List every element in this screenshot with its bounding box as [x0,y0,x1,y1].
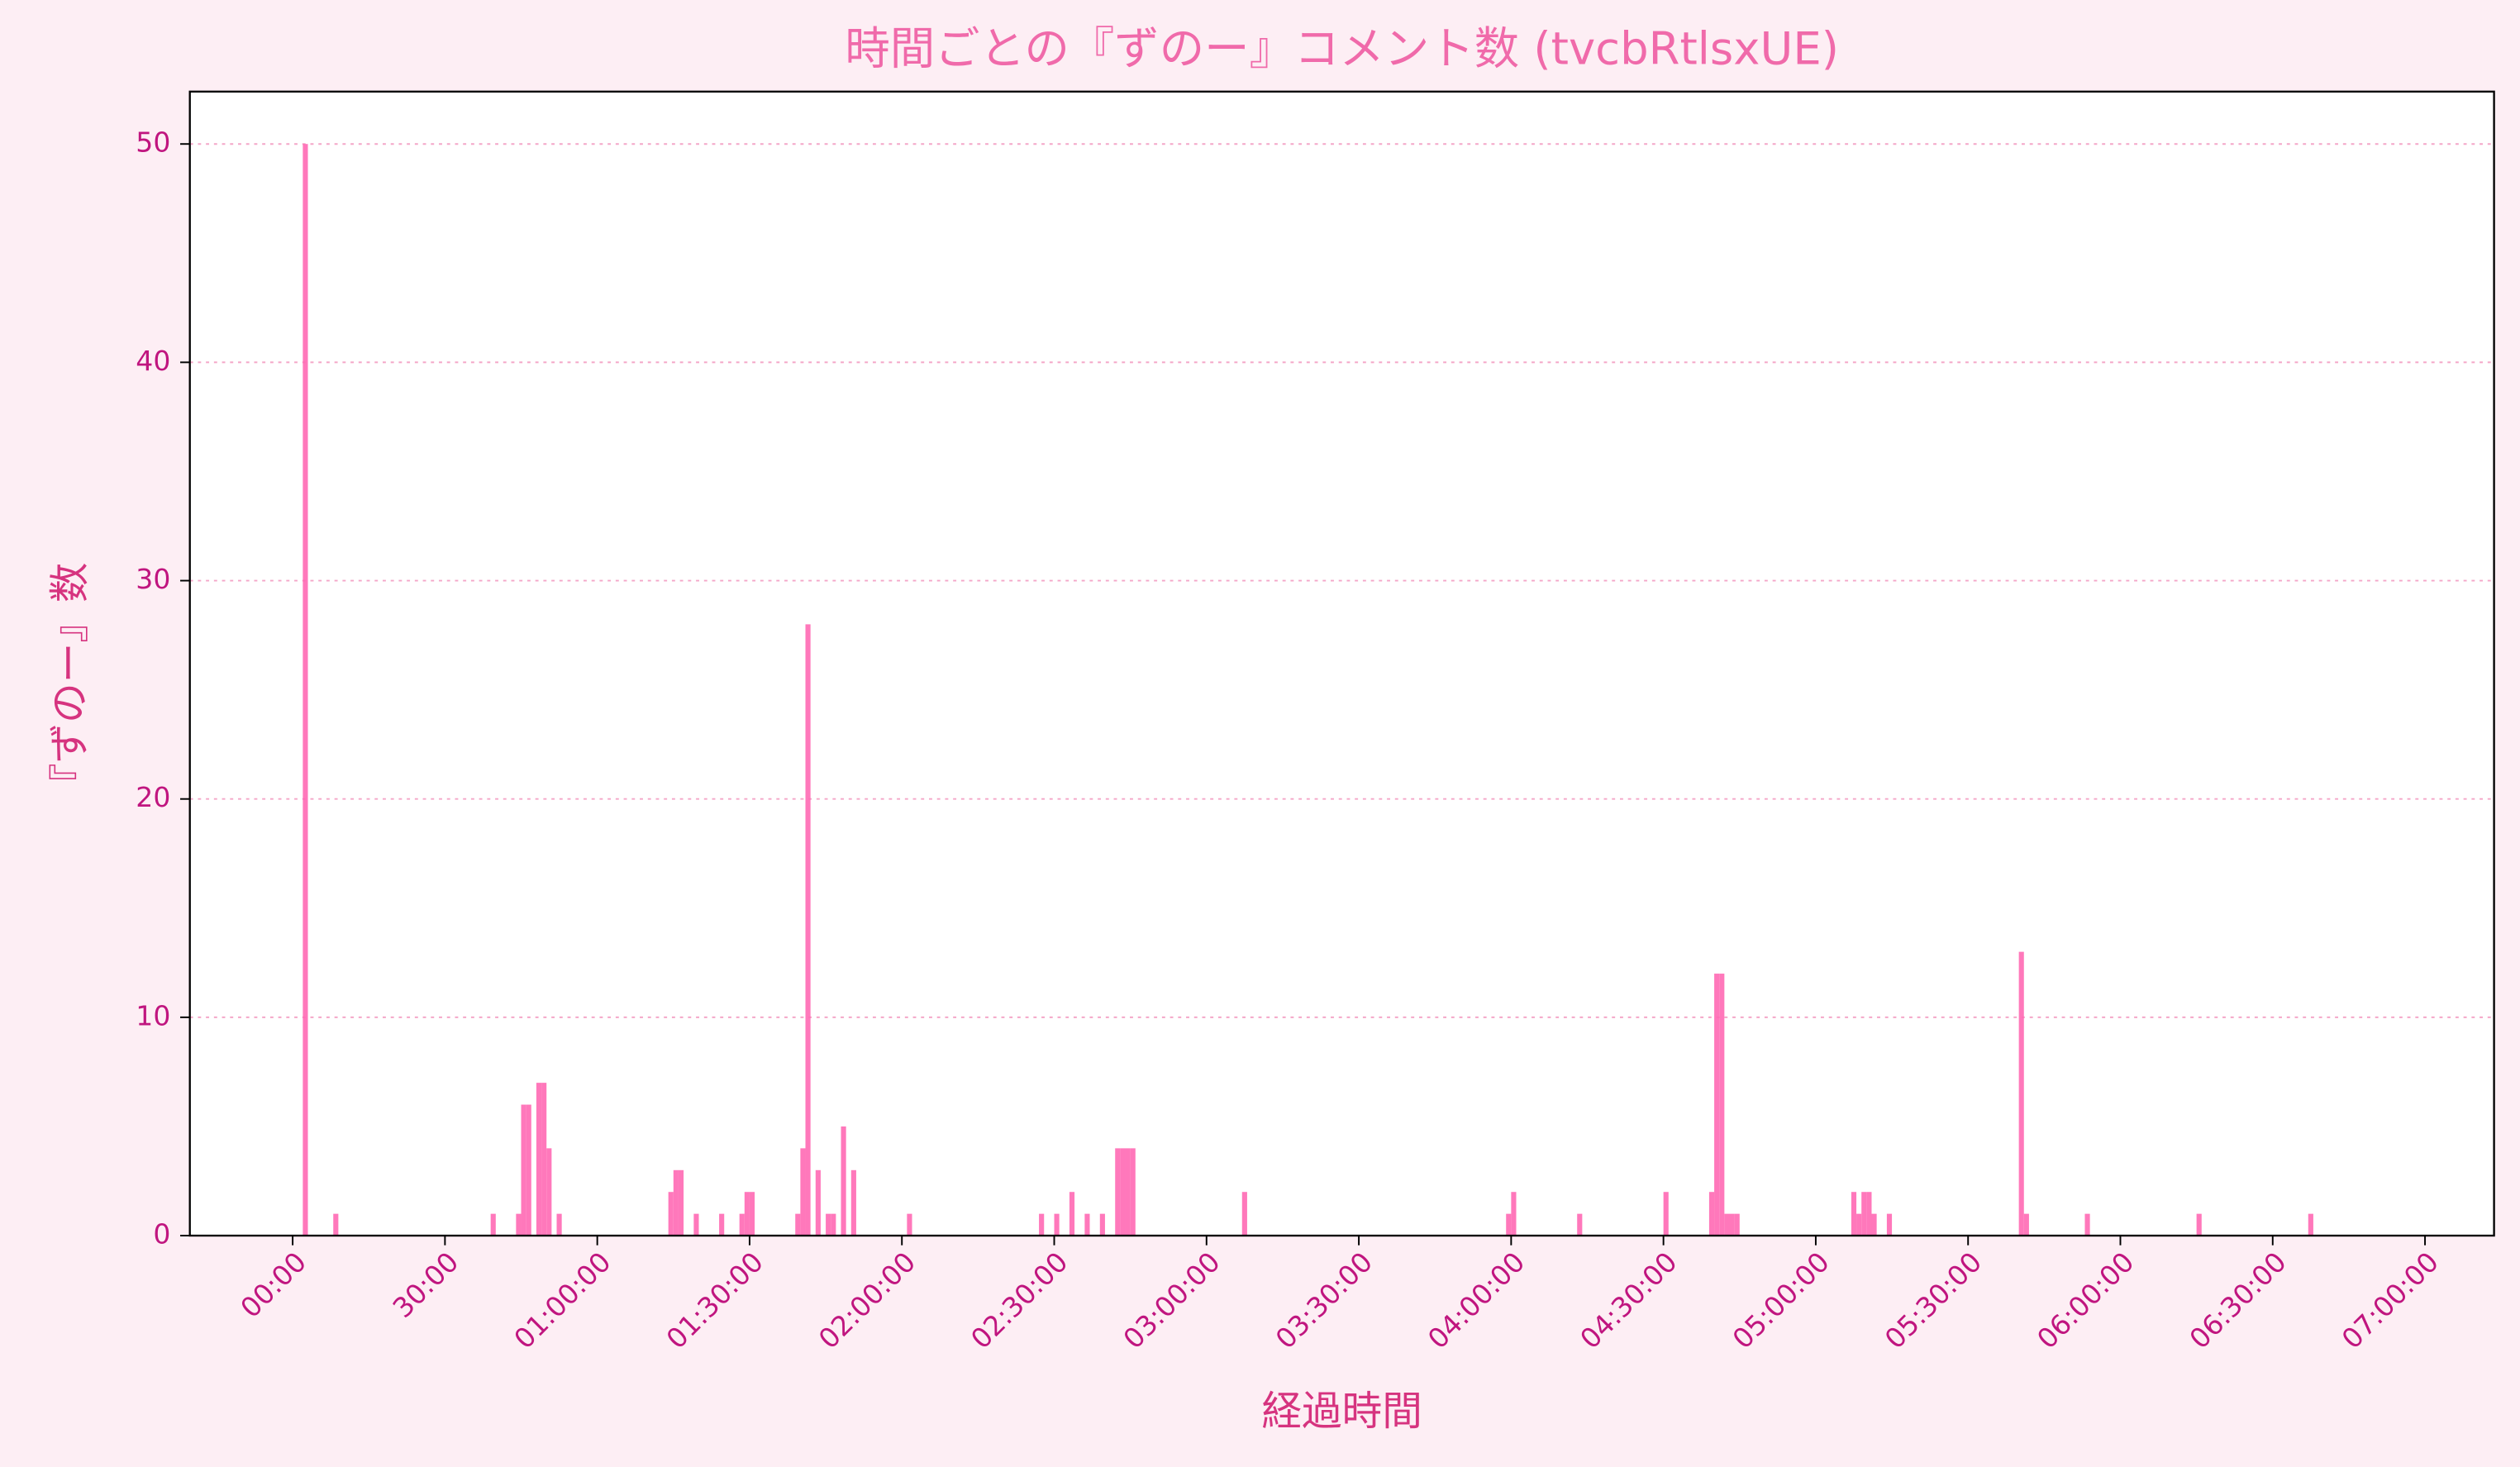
x-tick-label: 06:00:00 [2031,1246,2141,1355]
bar [1861,1192,1867,1236]
bar [815,1169,821,1236]
bar [1577,1213,1583,1236]
y-tick-label: 30 [136,563,170,595]
bar [1039,1213,1045,1236]
x-tick-label: 30:00 [386,1246,464,1324]
bar [1714,974,1720,1236]
bar [1708,1192,1715,1236]
bar [1856,1213,1862,1236]
x-tick-label: 00:00 [234,1246,312,1324]
bars [302,144,2313,1236]
y-tick-label: 0 [153,1218,170,1250]
bar [546,1148,552,1236]
bar [1511,1192,1517,1236]
bar [673,1169,679,1236]
x-tick-label: 04:30:00 [1574,1246,1684,1355]
x-axis-label: 経過時間 [1261,1388,1422,1435]
bar [1125,1148,1131,1236]
bar [526,1104,531,1236]
x-tick-label: 01:30:00 [660,1246,769,1355]
bar [739,1213,745,1236]
bar [1241,1192,1247,1236]
y-axis-label: 『ずのー』数 [47,562,93,803]
bar [800,1148,806,1236]
x-tick-label: 06:30:00 [2183,1246,2293,1355]
bar [678,1169,684,1236]
bar [1724,1213,1730,1236]
chart-title: 時間ごとの『ずのー』コメント数 (tvcbRtlsxUE) [845,21,1839,74]
bar [541,1083,547,1236]
y-tick-label: 20 [136,781,170,813]
bar [744,1192,750,1236]
bar [1130,1148,1136,1236]
x-tick-label: 02:30:00 [965,1246,1074,1355]
bar [668,1192,674,1236]
bar [831,1213,836,1236]
bar [805,624,811,1236]
bar [536,1083,542,1236]
bar [1663,1192,1669,1236]
bar [1506,1213,1512,1236]
bar [2308,1213,2313,1236]
x-tick-label: 07:00:00 [2336,1246,2446,1355]
bar [1054,1213,1060,1236]
bar [1069,1192,1075,1236]
bar [1734,1213,1740,1236]
bar [2023,1213,2029,1236]
bar [1886,1213,1893,1236]
bar [795,1213,801,1236]
x-tick-label: 05:30:00 [1879,1246,1989,1355]
bar [1084,1213,1090,1236]
y-tick-label: 10 [136,999,170,1031]
bar [1099,1213,1105,1236]
bar [521,1104,526,1236]
bar [1871,1213,1877,1236]
plot-frame [188,90,2495,1237]
x-tick-label: 03:00:00 [1117,1246,1227,1355]
bar [1719,974,1725,1236]
bar [1115,1148,1121,1236]
x-tick-label: 04:00:00 [1422,1246,1532,1355]
bar [1729,1213,1735,1236]
bar [850,1169,856,1236]
bar [749,1192,755,1236]
y-tick-label: 40 [136,345,170,377]
bar [2084,1213,2090,1236]
y-tick-label: 50 [136,126,170,159]
bar [302,144,308,1236]
bar [490,1213,496,1236]
x-tick-label: 05:00:00 [1726,1246,1836,1355]
bar [556,1213,562,1236]
x-tick-label: 03:30:00 [1270,1246,1379,1355]
x-tick-label: 01:00:00 [507,1246,617,1355]
bar [719,1213,725,1236]
bar [907,1213,912,1236]
x-tick-label: 02:00:00 [812,1246,922,1355]
bar [1866,1192,1872,1236]
bar [1120,1148,1126,1236]
plot-area [189,91,2494,1236]
bar [693,1213,699,1236]
bar [1851,1192,1857,1236]
bar [2018,951,2024,1236]
bar [2196,1213,2202,1236]
bar [826,1213,831,1236]
bar [333,1213,339,1236]
bar [841,1126,846,1236]
bar [516,1213,522,1236]
